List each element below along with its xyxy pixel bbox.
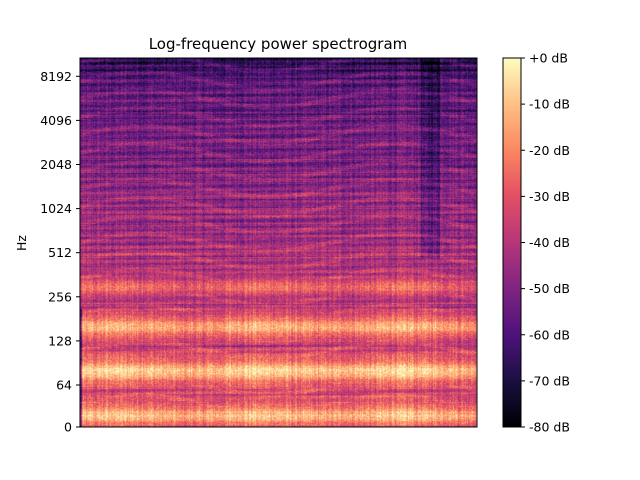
colorbar-tick-label: -60 dB (529, 327, 570, 342)
y-tick-label: 8192 (40, 69, 72, 84)
y-tick-label: 2048 (40, 157, 72, 172)
plot-frame (79, 57, 478, 428)
y-tick-label: 512 (48, 245, 72, 260)
chart-title: Log-frequency power spectrogram (149, 35, 408, 53)
y-tick-label: 1024 (40, 201, 72, 216)
y-tick-label: 64 (56, 378, 72, 393)
y-tick-label: 128 (48, 333, 72, 348)
colorbar: +0 dB -10 dB -20 dB -30 dB -40 dB -50 dB -60 d… (502, 51, 570, 435)
colorbar-tick-label: -50 dB (529, 281, 570, 296)
colorbar-gradient (503, 58, 521, 427)
colorbar-tick-label: -30 dB (529, 189, 570, 204)
y-tick-label: 256 (48, 289, 72, 304)
colorbar-tick-label: -10 dB (529, 97, 570, 112)
colorbar-tick-label: -80 dB (529, 420, 570, 435)
colorbar-tick-label: -40 dB (529, 235, 570, 250)
spectrogram-image (80, 58, 477, 427)
spectrogram-plot-area (79, 57, 478, 428)
colorbar-ticks: +0 dB -10 dB -20 dB -30 dB -40 dB -50 dB -60 d… (521, 51, 570, 435)
colorbar-tick-label: -70 dB (529, 373, 570, 388)
colorbar-tick-label: +0 dB (529, 51, 568, 66)
y-tick-label: 0 (64, 420, 72, 435)
y-axis-ticks: 0 64 128 256 512 1024 2048 4096 8192 (40, 69, 80, 435)
y-axis-label: Hz (14, 235, 29, 251)
colorbar-tick-label: -20 dB (529, 143, 570, 158)
y-tick-label: 4096 (40, 113, 72, 128)
